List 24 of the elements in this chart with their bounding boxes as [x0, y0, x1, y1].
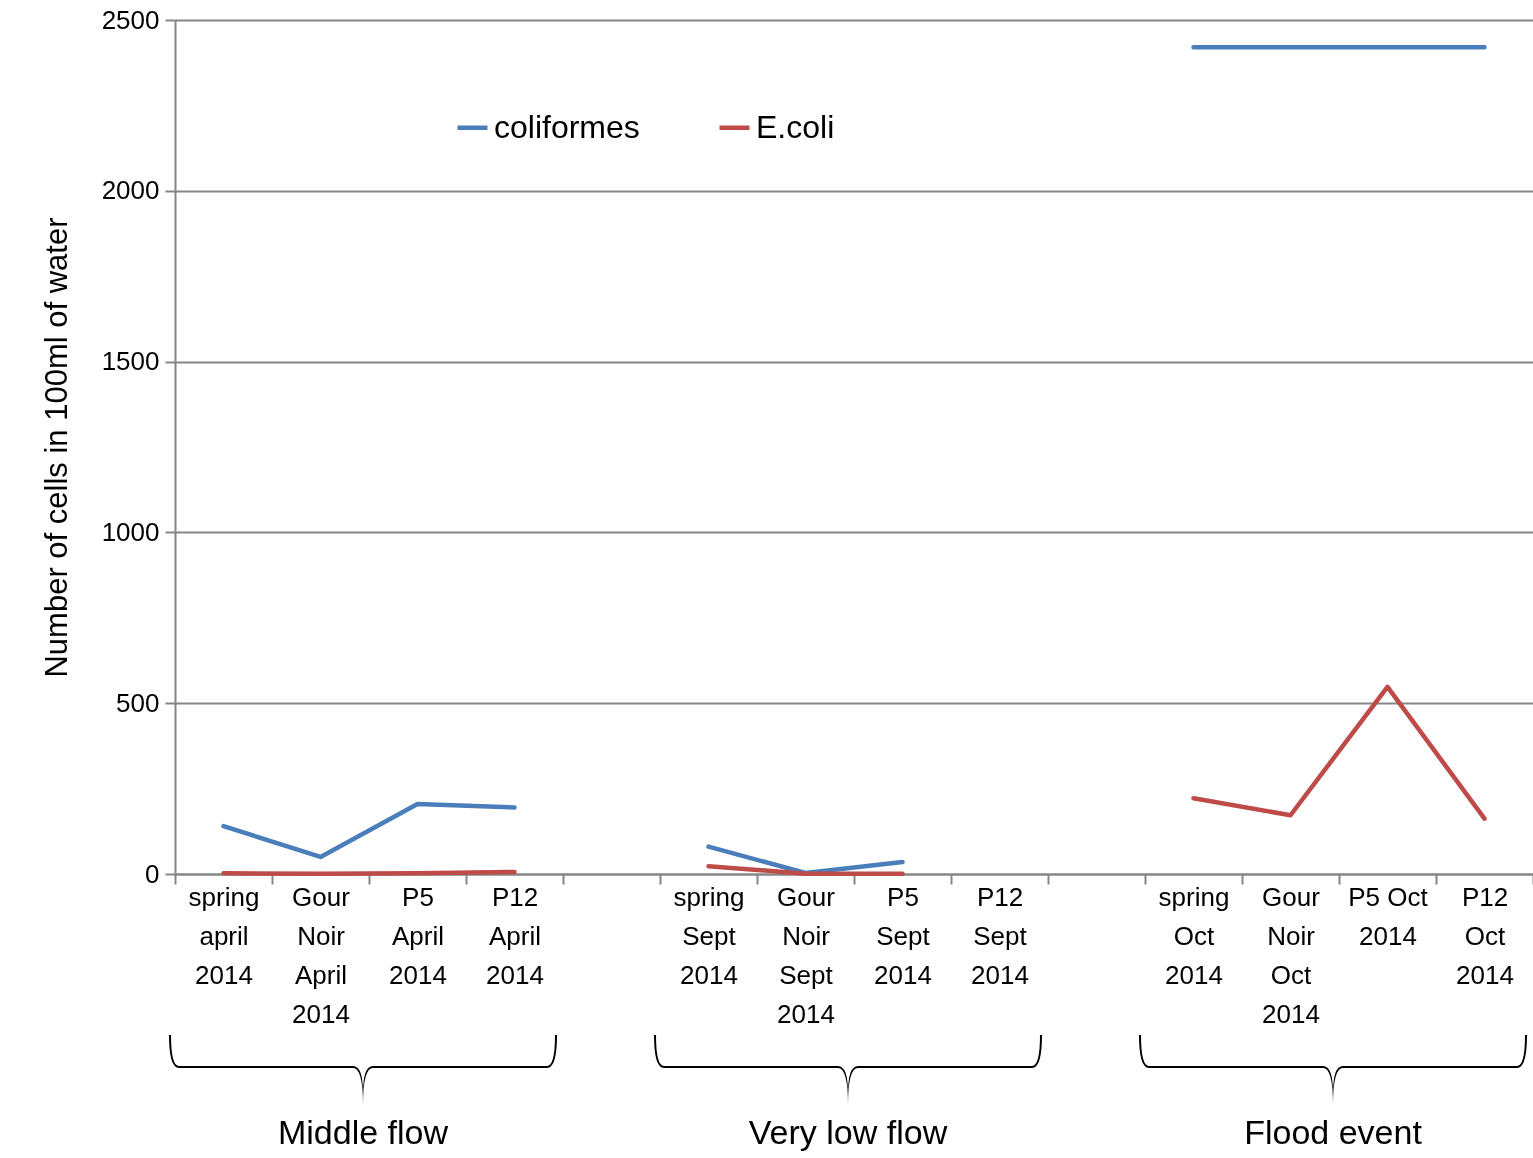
x-tick-label: spring Sept 2014	[673, 881, 745, 990]
legend-label: E.coli	[756, 108, 835, 145]
x-tick-label: Gour Noir April 2014	[292, 881, 351, 1029]
text: Flood event	[1244, 1113, 1422, 1152]
x-tick-label: P5 Sept 2014	[874, 881, 932, 990]
y-tick-label: 0	[145, 858, 160, 889]
y-axis-title: Number of cells in 100ml of water	[38, 217, 74, 678]
legend-label: coliformes	[494, 108, 640, 145]
y-tick-label: 2500	[101, 4, 160, 35]
y-tick-label: 1500	[101, 346, 160, 377]
x-tick-label: P12 Sept 2014	[971, 881, 1029, 990]
text: Very low flow	[748, 1113, 948, 1152]
x-tick-label: P12 April 2014	[486, 881, 544, 990]
x-tick-label: P5 Oct 2014	[1348, 881, 1429, 951]
y-tick-label: 500	[116, 687, 160, 718]
x-tick-label: spring Oct 2014	[1158, 881, 1230, 990]
y-tick-label: 1000	[101, 516, 160, 547]
x-tick-label: spring april 2014	[188, 881, 260, 990]
text: Middle flow	[277, 1113, 449, 1152]
x-tick-label: P12 Oct 2014	[1456, 881, 1514, 990]
x-tick-label: Gour Noir Oct 2014	[1262, 881, 1321, 1029]
x-tick-label: Gour Noir Sept 2014	[777, 881, 836, 1029]
x-tick-label: P5 April 2014	[389, 881, 447, 990]
y-tick-label: 2000	[101, 175, 160, 206]
